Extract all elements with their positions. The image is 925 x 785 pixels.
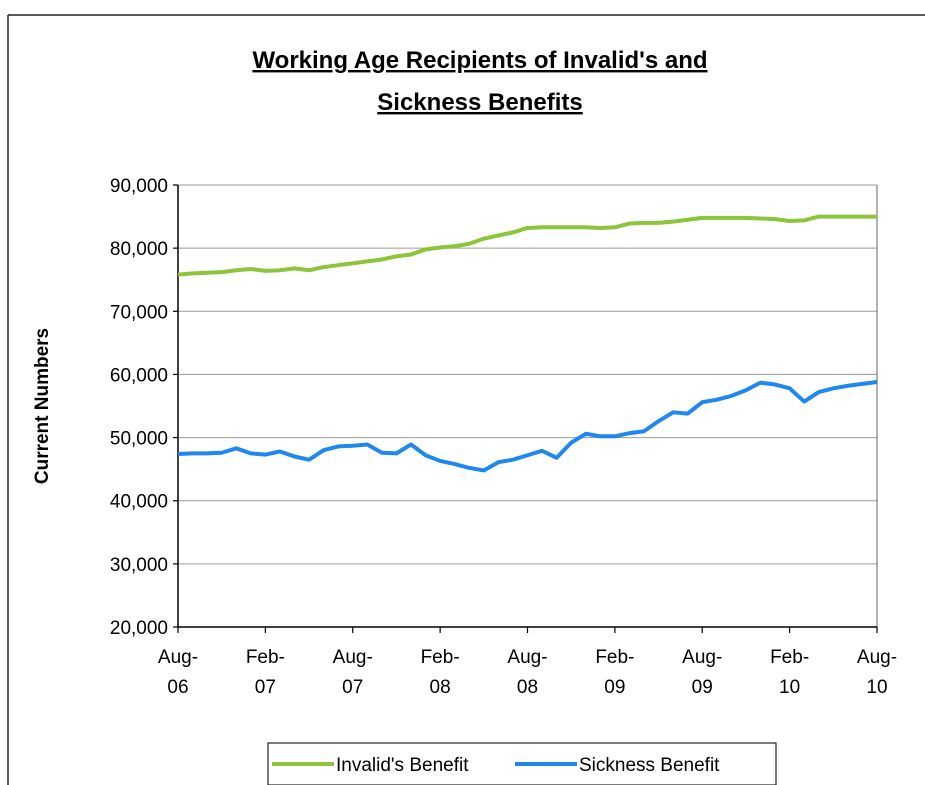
x-tick-label: Aug-07: [333, 647, 373, 698]
x-tick-label: Feb-07: [246, 647, 285, 698]
y-tick-label: 90,000: [110, 176, 168, 197]
y-tick-label: 60,000: [110, 365, 168, 386]
x-tick-label: Aug-10: [857, 647, 897, 698]
y-tick-label: 80,000: [110, 239, 168, 260]
y-tick-label: 50,000: [110, 429, 168, 450]
x-tick-label: Feb-10: [770, 647, 809, 698]
y-axis-label: Current Numbers: [32, 328, 53, 484]
y-tick-label: 30,000: [110, 555, 168, 576]
y-tick-label: 40,000: [110, 492, 168, 513]
y-tick-label: 20,000: [110, 618, 168, 639]
x-tick-label: Aug-06: [158, 647, 198, 698]
chart-title: Sickness Benefits: [377, 89, 582, 116]
x-tick-label: Aug-08: [507, 647, 547, 698]
line-series: [177, 214, 877, 277]
line-series: [177, 380, 878, 473]
chart-title: Working Age Recipients of Invalid's and: [252, 47, 707, 74]
y-tick-label: 70,000: [110, 302, 168, 323]
legend-label: Invalid's Benefit: [336, 755, 469, 776]
x-tick-label: Feb-08: [421, 647, 460, 698]
x-tick-label: Aug-09: [682, 647, 722, 698]
legend-label: Sickness Benefit: [579, 755, 720, 776]
x-tick-label: Feb-09: [595, 647, 634, 698]
